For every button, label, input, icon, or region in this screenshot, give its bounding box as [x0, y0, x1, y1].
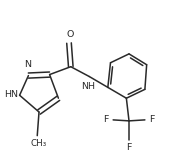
Text: F: F	[126, 143, 132, 152]
Text: F: F	[103, 115, 109, 124]
Text: F: F	[149, 115, 155, 124]
Text: O: O	[66, 30, 74, 39]
Text: CH₃: CH₃	[30, 139, 46, 148]
Text: N: N	[24, 60, 31, 69]
Text: HN: HN	[4, 90, 18, 99]
Text: NH: NH	[81, 83, 95, 91]
